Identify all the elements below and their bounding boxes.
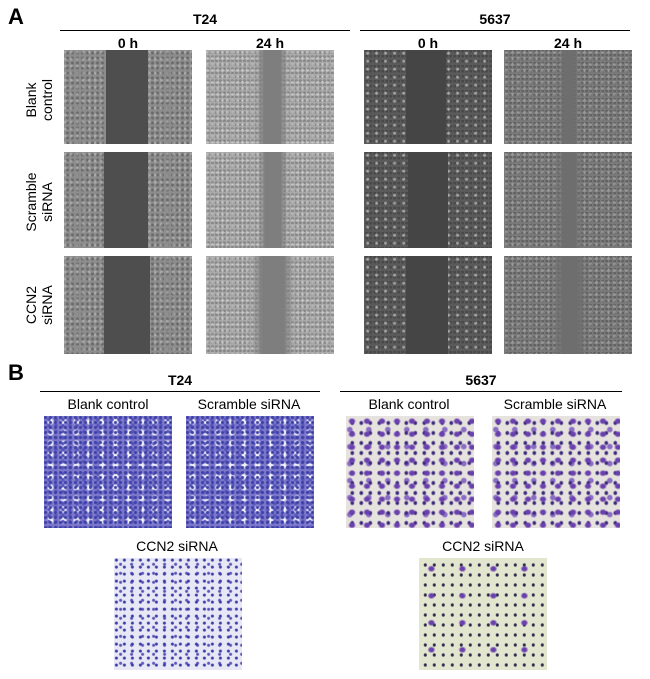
wound-image-5637-0h-scramble (364, 152, 492, 248)
transwell-image-5637-ccn2 (419, 558, 547, 670)
cond-label-5637-ccn2: CCN2 siRNA (442, 538, 524, 554)
wound-image-t24-24h-ccn2 (206, 256, 334, 354)
row-label-ccn2-sirna-line2: siRNA (39, 285, 55, 325)
panel-a-5637-rule (360, 30, 630, 31)
panel-b-5637-label: 5637 (465, 372, 497, 388)
cond-label-t24-blank: Blank control (67, 396, 149, 412)
panel-a-t24-label: T24 (192, 11, 218, 27)
wound-image-5637-0h-blank (364, 50, 492, 144)
row-label-scramble-sirna: Scramble siRNA (19, 152, 59, 252)
transwell-image-5637-scramble (492, 416, 620, 528)
cond-label-t24-scramble: Scramble siRNA (197, 396, 301, 412)
panel-a-5637-label: 5637 (479, 11, 511, 27)
transwell-image-t24-ccn2 (114, 558, 242, 670)
wound-image-t24-24h-blank (206, 50, 334, 144)
wound-image-t24-0h-ccn2 (64, 256, 192, 354)
wound-image-t24-24h-scramble (206, 152, 334, 248)
time-label-5637-0h: 0 h (417, 35, 439, 51)
wound-image-5637-24h-blank (504, 50, 632, 144)
time-label-t24-24h: 24 h (255, 35, 284, 51)
transwell-image-t24-blank (44, 416, 172, 528)
row-label-blank-control-line1: Blank (23, 82, 39, 118)
panel-b-t24-label: T24 (167, 372, 193, 388)
panel-a-t24-rule (60, 30, 350, 31)
cond-label-t24-ccn2: CCN2 siRNA (136, 538, 218, 554)
panel-b-t24-rule (40, 391, 320, 392)
cond-label-5637-blank: Blank control (368, 396, 450, 412)
row-label-blank-control: Blank control (19, 50, 59, 150)
row-label-blank-control-line2: control (39, 78, 55, 122)
time-label-t24-0h: 0 h (117, 35, 139, 51)
row-label-ccn2-sirna: CCN2 siRNA (19, 255, 59, 355)
wound-image-5637-24h-ccn2 (504, 256, 632, 354)
panel-a-letter: A (8, 4, 24, 29)
wound-image-t24-0h-blank (64, 50, 192, 144)
wound-image-5637-0h-ccn2 (364, 256, 492, 354)
wound-image-t24-0h-scramble (64, 152, 192, 248)
transwell-image-5637-blank (346, 416, 474, 528)
panel-b-5637-rule (340, 391, 622, 392)
panel-b-letter: B (8, 360, 24, 385)
time-label-5637-24h: 24 h (553, 35, 582, 51)
wound-image-5637-24h-scramble (504, 152, 632, 248)
row-label-ccn2-sirna-line1: CCN2 (23, 285, 39, 325)
transwell-image-t24-scramble (186, 416, 314, 528)
row-label-scramble-sirna-line2: siRNA (39, 182, 55, 222)
row-label-scramble-sirna-line1: Scramble (23, 172, 39, 232)
cond-label-5637-scramble: Scramble siRNA (503, 396, 607, 412)
